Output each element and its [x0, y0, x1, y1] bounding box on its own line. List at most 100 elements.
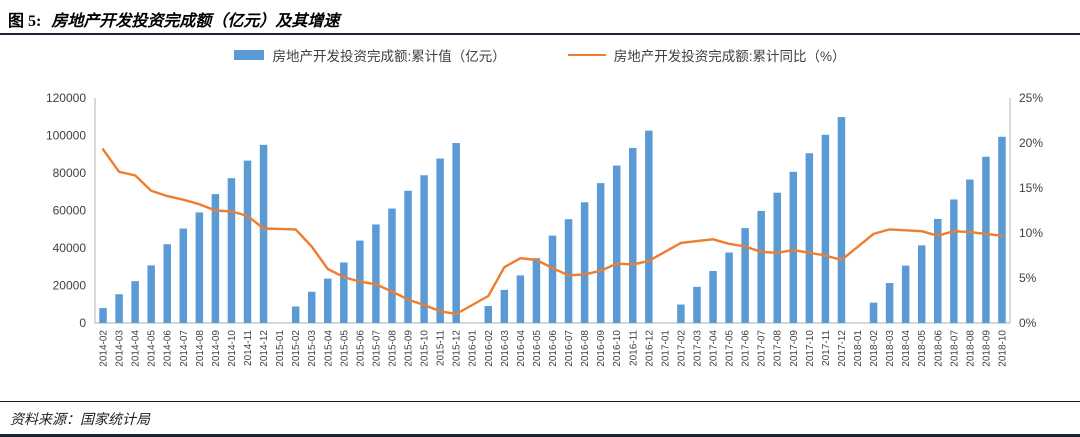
legend-item-line-series: 房地产开发投资完成额:累计同比（%）: [567, 45, 846, 65]
x-axis-tick-label: 2016-11: [628, 330, 639, 366]
line-series-legend-label: 房地产开发投资完成额:累计同比（%）: [613, 49, 846, 64]
x-axis-tick-label: 2014-07: [179, 330, 190, 367]
x-axis-tick-label: 2016-07: [564, 330, 575, 367]
bar: [243, 160, 252, 323]
bar: [677, 304, 685, 323]
bar-series-swatch-icon: [234, 50, 265, 60]
source-note: 资料来源：国家统计局: [10, 413, 150, 428]
x-axis-tick-label: 2015-04: [323, 330, 334, 367]
bar: [837, 117, 846, 323]
x-axis-tick-label: 2017-03: [692, 330, 703, 367]
x-axis-tick-label: 2014-06: [163, 330, 174, 367]
x-axis-tick-label: 2017-09: [789, 330, 800, 367]
bar: [259, 144, 268, 323]
bar: [147, 265, 155, 323]
x-axis-tick-label: 2014-08: [195, 330, 206, 367]
bar: [773, 192, 781, 323]
x-axis-tick-label: 2014-10: [227, 330, 238, 367]
bar: [307, 291, 316, 323]
x-axis-tick-label: 2017-11: [821, 330, 832, 366]
bar: [821, 134, 830, 323]
bar: [966, 179, 974, 323]
bar: [950, 199, 958, 323]
bar: [580, 202, 589, 323]
x-axis-tick-label: 2015-03: [307, 330, 318, 367]
left-axis-tick-label: 80000: [53, 166, 87, 180]
x-axis-tick-label: 2015-06: [355, 330, 366, 367]
bar: [645, 130, 653, 323]
x-axis-tick-label: 2016-03: [500, 330, 511, 367]
line-series-swatch-icon: [567, 54, 606, 56]
x-axis-tick-label: 2018-01: [853, 330, 864, 367]
bar: [885, 283, 894, 323]
legend-item-bar-series: 房地产开发投资完成额:累计值（亿元）: [234, 45, 506, 65]
bar: [99, 308, 107, 323]
bar: [629, 147, 637, 323]
bar: [484, 306, 493, 323]
bar: [500, 289, 509, 323]
bar: [709, 271, 717, 323]
x-axis-tick-label: 2018-03: [885, 330, 896, 367]
x-axis-tick-label: 2017-01: [660, 330, 671, 367]
bar: [934, 218, 942, 323]
right-axis-tick-label: 20%: [1019, 136, 1043, 150]
bar: [291, 306, 300, 323]
bar: [725, 252, 733, 323]
x-axis-tick-label: 2014-12: [259, 330, 270, 367]
x-axis-tick-label: 2016-06: [548, 330, 559, 367]
bar: [741, 228, 749, 323]
left-axis-tick-label: 100000: [46, 129, 86, 143]
x-axis-tick-label: 2018-10: [997, 330, 1008, 367]
x-axis-tick-label: 2014-03: [115, 330, 126, 367]
bar: [452, 143, 460, 323]
bar: [179, 228, 188, 323]
x-axis-tick-label: 2017-06: [741, 330, 752, 367]
bar: [805, 153, 814, 323]
figure-footer: 资料来源：国家统计局: [0, 401, 1080, 434]
x-axis-tick-label: 2014-09: [211, 330, 222, 367]
right-axis-tick-label: 5%: [1019, 271, 1037, 285]
left-axis-tick-label: 40000: [53, 241, 87, 255]
figure-header: 图 5: 房地产开发投资完成额（亿元）及其增速: [0, 0, 1080, 35]
bar: [917, 245, 926, 323]
x-axis-tick-label: 2014-05: [147, 330, 158, 367]
bar: [693, 286, 701, 323]
x-axis-tick-label: 2017-04: [709, 330, 720, 367]
x-axis-tick-label: 2017-12: [837, 330, 848, 367]
left-axis-tick-label: 120000: [46, 91, 86, 105]
right-axis-tick-label: 15%: [1019, 181, 1043, 195]
x-axis-tick-label: 2018-08: [965, 330, 976, 367]
bar: [564, 219, 573, 323]
x-axis-tick-label: 2017-02: [676, 330, 687, 367]
bar: [227, 178, 236, 323]
x-axis-tick-label: 2014-02: [99, 330, 110, 367]
bar: [388, 208, 396, 323]
bar: [612, 165, 621, 323]
x-axis-tick-label: 2015-07: [371, 330, 382, 367]
right-axis-tick-label: 25%: [1019, 91, 1043, 105]
x-axis-tick-label: 2016-10: [612, 330, 623, 367]
x-axis-tick-label: 2016-01: [468, 330, 479, 367]
bar: [532, 258, 541, 323]
bar: [548, 235, 557, 323]
x-axis-tick-label: 2016-05: [532, 330, 543, 367]
x-axis-tick-label: 2016-02: [484, 330, 495, 367]
bar: [163, 244, 171, 323]
growth-rate-line: [101, 148, 1004, 316]
x-axis-tick-label: 2018-05: [917, 330, 928, 367]
x-axis-tick-label: 2016-08: [580, 330, 591, 367]
bar: [596, 183, 605, 323]
chart-legend: 房地产开发投资完成额:累计值（亿元） 房地产开发投资完成额:累计同比（%）: [0, 35, 1080, 75]
x-axis-tick-label: 2015-11: [436, 330, 447, 366]
x-axis-tick-label: 2018-06: [933, 330, 944, 367]
x-axis-tick-label: 2018-09: [981, 330, 992, 367]
x-axis-tick-label: 2016-09: [596, 330, 607, 367]
x-axis-tick-label: 2017-08: [773, 330, 784, 367]
figure-label: 图 5:: [8, 13, 42, 30]
x-axis-tick-label: 2015-09: [404, 330, 415, 367]
x-axis-tick-label: 2016-12: [644, 330, 655, 367]
right-axis-tick-label: 0%: [1019, 316, 1037, 330]
x-axis-tick-label: 2015-02: [291, 330, 302, 367]
bar: [404, 190, 412, 323]
